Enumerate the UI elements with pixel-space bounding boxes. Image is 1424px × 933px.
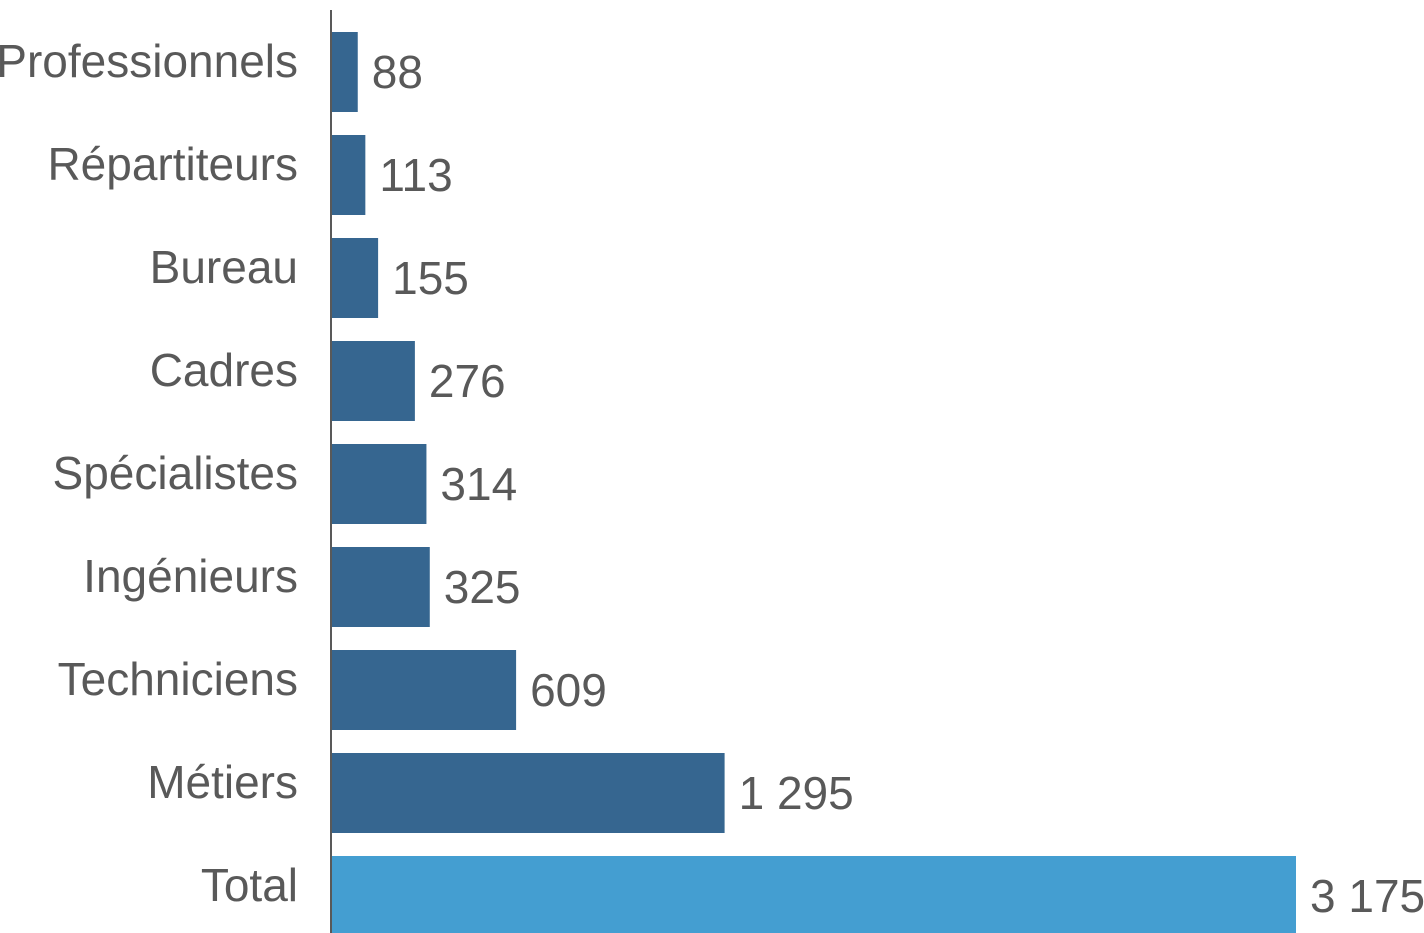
value-label-professionnels: 88 [372, 46, 423, 98]
category-label-professionnels: Professionnels [0, 35, 298, 87]
bar-techniciens [331, 650, 517, 730]
value-label-bureau: 155 [392, 252, 469, 304]
bar-total [331, 856, 1296, 933]
value-label-total: 3 175 [1310, 870, 1424, 922]
bar-cadres [331, 341, 415, 421]
category-label-cadres: Cadres [150, 344, 298, 396]
category-label-bureau: Bureau [150, 241, 298, 293]
bar-repartiteurs [331, 135, 366, 215]
bars-group [331, 32, 1296, 933]
category-label-ingenieurs: Ingénieurs [83, 550, 298, 602]
category-label-techniciens: Techniciens [58, 653, 298, 705]
bar-bureau [331, 238, 379, 318]
bar-specialistes [331, 444, 427, 524]
value-label-techniciens: 609 [530, 664, 607, 716]
category-label-total: Total [201, 859, 298, 911]
value-label-ingenieurs: 325 [444, 561, 521, 613]
category-labels-group: Professionnels Répartiteurs Bureau Cadres Sp… [0, 35, 298, 911]
value-label-cadres: 276 [429, 355, 506, 407]
category-label-metiers: Métiers [147, 756, 298, 808]
value-label-metiers: 1 295 [739, 767, 854, 819]
bar-ingenieurs [331, 547, 430, 627]
category-label-specialistes: Spécialistes [53, 447, 298, 499]
category-label-repartiteurs: Répartiteurs [47, 138, 298, 190]
value-label-repartiteurs: 113 [379, 149, 452, 201]
bar-professionnels [331, 32, 358, 112]
value-label-specialistes: 314 [440, 458, 517, 510]
bar-metiers [331, 753, 725, 833]
